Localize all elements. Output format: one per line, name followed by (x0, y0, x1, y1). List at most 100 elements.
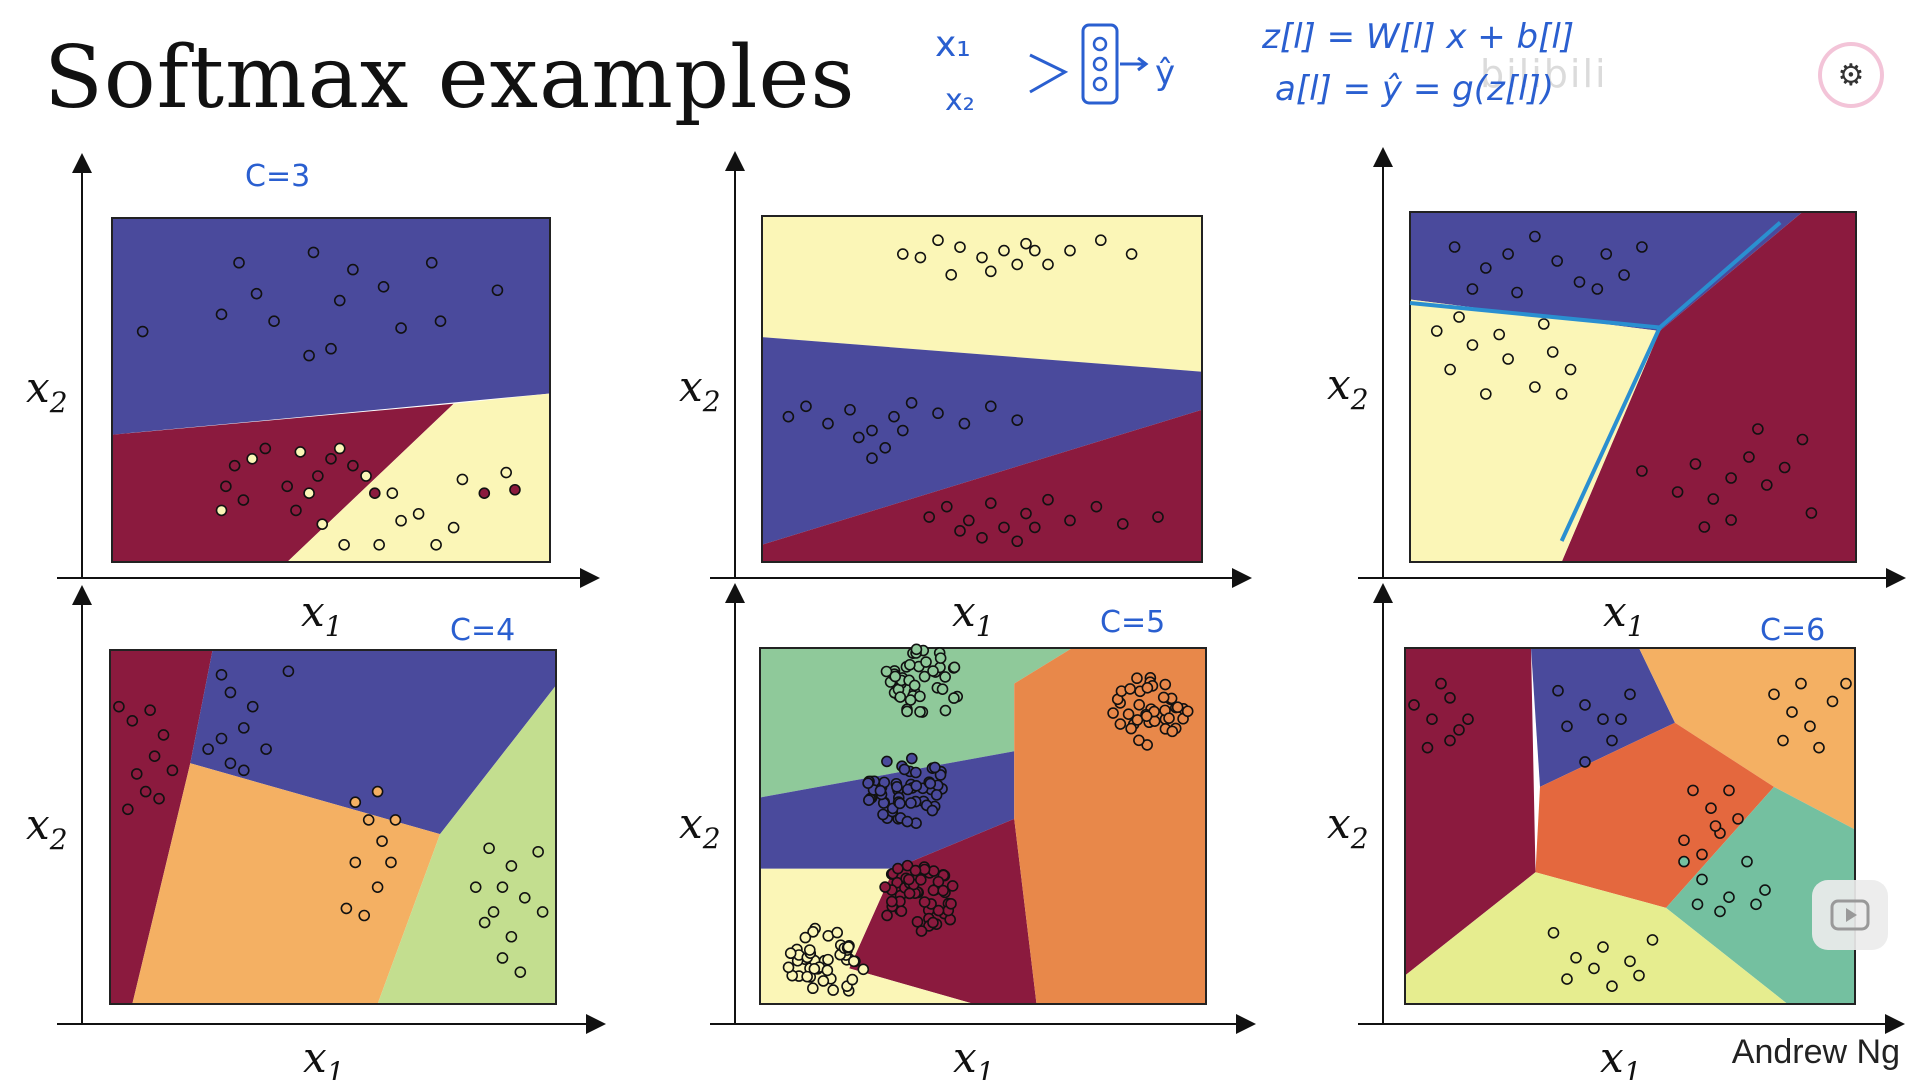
data-point-deeporange (1163, 712, 1175, 724)
data-point-purple (215, 668, 228, 681)
data-point-deeporange (1133, 699, 1146, 711)
data-point-lightyellow (1466, 339, 1479, 351)
network-x1-label: x₁ (935, 24, 971, 65)
data-point-maroon (220, 480, 232, 493)
x-axis-label: x1 (303, 1033, 345, 1080)
data-point-purple (863, 794, 875, 806)
x-axis-label: x1 (1600, 1033, 1642, 1080)
data-point-teal (1714, 905, 1726, 918)
data-point-maroon (1462, 713, 1474, 726)
data-point-maroon (478, 487, 491, 500)
data-point-green (880, 665, 893, 678)
data-point-maroon (139, 785, 152, 798)
data-point-maroon (126, 714, 139, 727)
data-point-maroon (1426, 713, 1438, 726)
data-point-lightyellow (1095, 234, 1107, 247)
data-point-yellow_green (1547, 926, 1560, 939)
data-point-deeporange (1159, 678, 1172, 691)
data-point-purple (425, 256, 438, 269)
data-point-green (904, 658, 916, 671)
data-point-purple (1480, 262, 1492, 274)
data-point-maroon (1152, 511, 1164, 523)
decision-region-lightyellow (1410, 299, 1660, 562)
data-point-maroon (1707, 493, 1720, 505)
data-point-orange (1777, 734, 1789, 747)
data-point-lightyellow (1564, 363, 1577, 376)
data-point-deeporange (1125, 722, 1137, 735)
play-button[interactable] (1812, 880, 1888, 950)
data-point-purple (1618, 269, 1630, 281)
data-point-purple (224, 686, 237, 699)
data-point-lightyellow (914, 251, 927, 264)
data-point-green (948, 692, 960, 704)
data-point-maroon (1796, 433, 1809, 446)
data-point-lightyellow (831, 926, 843, 939)
data-point-maroon (915, 874, 927, 886)
data-point-maroon (1698, 521, 1711, 533)
data-point-lightyellow (1064, 244, 1076, 257)
data-point-lightyellow (857, 963, 870, 976)
data-point-maroon (1090, 500, 1103, 513)
data-point-orange (340, 902, 353, 915)
data-point-purple (246, 700, 259, 713)
data-point-orange (1826, 695, 1839, 708)
data-point-red_orange (1705, 802, 1717, 815)
data-point-purple (491, 284, 504, 297)
data-point-purple (268, 315, 280, 328)
data-point-maroon (1636, 465, 1648, 477)
data-point-lightyellow (333, 442, 346, 455)
data-point-maroon (509, 483, 521, 496)
data-point-deeporange (1133, 734, 1145, 747)
data-point-purple (233, 256, 245, 269)
data-point-lightyellow (1502, 353, 1514, 365)
data-point-green (910, 643, 923, 656)
data-point-maroon (946, 880, 959, 892)
data-point-lightgreen (483, 842, 495, 855)
data-point-lightyellow (817, 975, 830, 987)
data-point-lightyellow (1011, 258, 1024, 271)
data-point-maroon (1117, 518, 1129, 530)
plot-panel-1: x1 x2 C=3 (26, 153, 600, 643)
y-axis-label: x2 (679, 362, 721, 418)
data-point-purple (888, 410, 900, 423)
data-point-green (889, 670, 902, 683)
data-point-lightyellow (821, 964, 834, 977)
data-point-maroon (166, 764, 179, 777)
data-point-purple (866, 424, 878, 437)
data-point-maroon (153, 792, 165, 805)
data-point-lightgreen (536, 906, 549, 918)
data-point-green (948, 661, 961, 674)
data-point-maroon (312, 470, 324, 482)
data-point-maroon (911, 915, 924, 928)
data-point-lightyellow (1453, 311, 1465, 323)
data-point-maroon (325, 452, 337, 465)
data-point-purple (250, 287, 263, 300)
data-point-lightyellow (246, 452, 258, 465)
data-point-orange (1804, 720, 1816, 733)
data-point-lightyellow (215, 504, 228, 517)
data-point-purple (881, 755, 893, 768)
data-point-lightyellow (1493, 328, 1505, 341)
data-point-purple (1502, 248, 1514, 260)
hand-drawn-boundary (1559, 326, 1662, 542)
plot-panel-4: x1 x2 C=4 (26, 585, 606, 1080)
play-icon (1830, 899, 1870, 931)
data-point-green (934, 652, 947, 664)
data-point-purple (1448, 241, 1461, 253)
data-point-green (939, 671, 951, 683)
data-point-maroon (927, 865, 940, 877)
data-point-purple (1636, 241, 1648, 253)
data-point-purple (224, 757, 237, 770)
data-point-maroon (1020, 507, 1032, 520)
data-point-lightyellow (1546, 346, 1559, 358)
data-point-maroon (113, 700, 125, 713)
data-point-purple (260, 743, 272, 755)
data-point-green (908, 679, 921, 692)
data-point-lightgreen (478, 916, 491, 929)
class-count-annotation: C=3 (245, 159, 310, 194)
data-point-lightyellow (316, 518, 329, 530)
data-point-lightyellow (998, 244, 1010, 257)
decision-region-yellow_green (1405, 872, 1788, 1004)
data-point-purple (238, 722, 250, 734)
